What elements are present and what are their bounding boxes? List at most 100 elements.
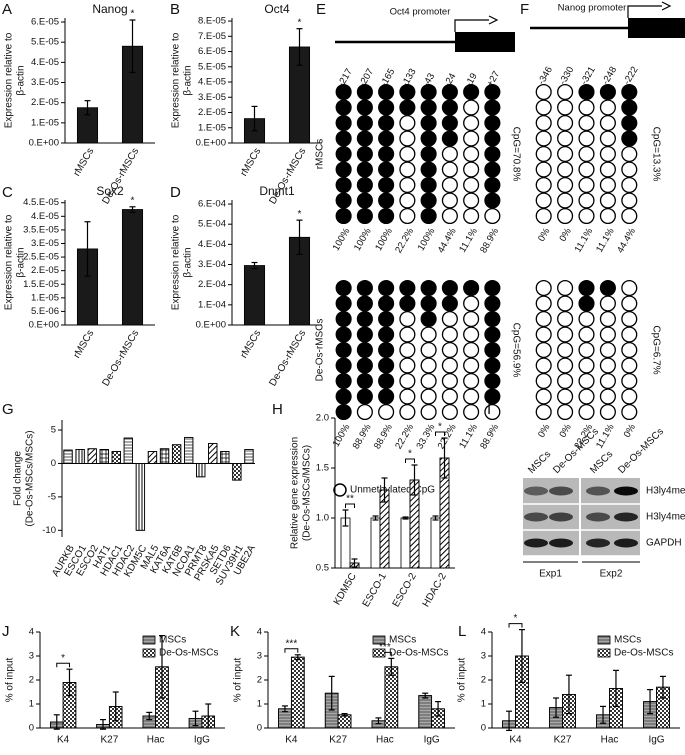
- cpg-site: [621, 341, 638, 359]
- cpg-site: [378, 279, 395, 297]
- blot-band: [586, 486, 610, 496]
- y-axis-label: (De-Os-MSCs/MSCs): [25, 430, 36, 526]
- cpg-site: [463, 192, 480, 209]
- cpg-site: [399, 145, 416, 163]
- cpg-site: [335, 130, 352, 147]
- cpg-site: [578, 279, 595, 297]
- y-tick-label: 5.E-04: [198, 219, 226, 230]
- x-tick-label: KDM5C: [332, 571, 359, 607]
- bar-texture: [337, 714, 352, 729]
- cpg-site: [378, 372, 395, 390]
- cpg-site: [356, 114, 373, 132]
- cpg-site: [557, 145, 574, 163]
- cpg-site: [441, 326, 458, 343]
- x-tick-label: Hac: [376, 735, 394, 746]
- cpg-site: [335, 326, 352, 343]
- legend-label: De-Os-MSCs: [159, 648, 218, 659]
- cpg-site: [621, 99, 638, 116]
- cpg-site: [463, 161, 480, 178]
- y-tick-label: 3.E-05: [31, 238, 59, 249]
- band-label: H3ly4me3: [646, 512, 685, 523]
- cpg-site: [599, 207, 616, 225]
- cpg-site: [441, 114, 458, 132]
- cpg-site: [356, 310, 373, 328]
- y-tick-label: 2: [257, 675, 262, 686]
- cpg-site: [484, 388, 501, 405]
- cpg-site: [484, 192, 501, 209]
- cpg-site: [399, 114, 416, 132]
- cpg-site: [441, 388, 458, 405]
- significance-bracket: [56, 662, 70, 668]
- cpg-site: [335, 114, 352, 132]
- cpg-site: [378, 145, 395, 163]
- cpg-site: [599, 403, 616, 421]
- cpg-site: [420, 295, 437, 312]
- y-axis-label: % of input: [457, 658, 468, 703]
- cpg-site: [335, 341, 352, 359]
- legend-texture: [372, 635, 386, 645]
- cpg-site: [399, 295, 416, 312]
- y-tick-label: 2: [29, 675, 34, 686]
- methylation-percent: 22.2%: [393, 226, 416, 255]
- bar-texture: [111, 451, 121, 464]
- y-tick-label: 0.E+00: [196, 138, 226, 149]
- panel-label: J: [2, 623, 10, 640]
- cpg-site: [335, 403, 352, 421]
- panel-label: E: [316, 1, 326, 18]
- y-tick-label: 2.E-05: [198, 107, 226, 118]
- cpg-site: [621, 357, 638, 374]
- cpg-site: [378, 310, 395, 328]
- cpg-site: [420, 176, 437, 194]
- cpg-site: [335, 83, 352, 101]
- y-tick-label: 4.E-05: [198, 77, 226, 88]
- cpg-site: [578, 176, 595, 194]
- legend-texture: [597, 635, 611, 645]
- blot-band: [549, 486, 573, 496]
- panel-label: F: [520, 1, 529, 18]
- band-label: H3ly4me2: [646, 486, 685, 497]
- y-tick-label: -10: [42, 525, 56, 536]
- cpg-site: [535, 114, 552, 132]
- bar: [400, 517, 411, 569]
- bar-texture: [63, 449, 73, 464]
- panel-label: A: [2, 1, 12, 18]
- cpg-site: [378, 207, 395, 225]
- y-tick-label: 1: [257, 699, 262, 710]
- cpg-site: [557, 295, 574, 312]
- y-tick-label: 6.E-04: [198, 199, 226, 210]
- cpg-site: [441, 83, 458, 101]
- cpg-site: [578, 161, 595, 178]
- cpg-site: [378, 357, 395, 374]
- y-tick-label: 3.E-05: [31, 77, 59, 88]
- cpg-site: [599, 341, 616, 359]
- x-tick-label: Hac: [601, 735, 619, 746]
- cpg-site: [399, 192, 416, 209]
- bar-texture: [232, 463, 242, 481]
- cpg-site: [399, 176, 416, 194]
- cpg-site: [578, 310, 595, 328]
- cpg-site: [578, 83, 595, 101]
- bar: [243, 265, 266, 326]
- x-tick-label: IgG: [194, 735, 210, 746]
- cpg-site: [441, 145, 458, 163]
- y-tick-label: 3.5.E-05: [23, 224, 59, 235]
- x-tick-label: K27: [554, 735, 572, 746]
- significance: ***: [286, 638, 298, 649]
- cpg-site: [335, 372, 352, 390]
- cpg-site: [484, 326, 501, 343]
- cpg-site: [621, 310, 638, 328]
- cpg-site: [535, 403, 552, 421]
- cpg-site: [621, 207, 638, 225]
- cpg-summary: CpG=70.8%: [510, 127, 521, 182]
- y-tick-label: 1.E-04: [198, 299, 226, 310]
- bar-texture: [87, 448, 97, 464]
- cpg-site: [621, 372, 638, 390]
- cpg-site: [378, 99, 395, 116]
- cpg-site: [463, 145, 480, 163]
- y-tick-label: 5.E-05: [31, 37, 59, 48]
- y-axis-label: Expression relative to: [4, 32, 15, 128]
- y-tick-label: 4: [257, 627, 262, 638]
- y-axis-label: (De-Os-MSCs/MSCs): [302, 445, 313, 541]
- cpg-site: [535, 207, 552, 225]
- cpg-site: [441, 192, 458, 209]
